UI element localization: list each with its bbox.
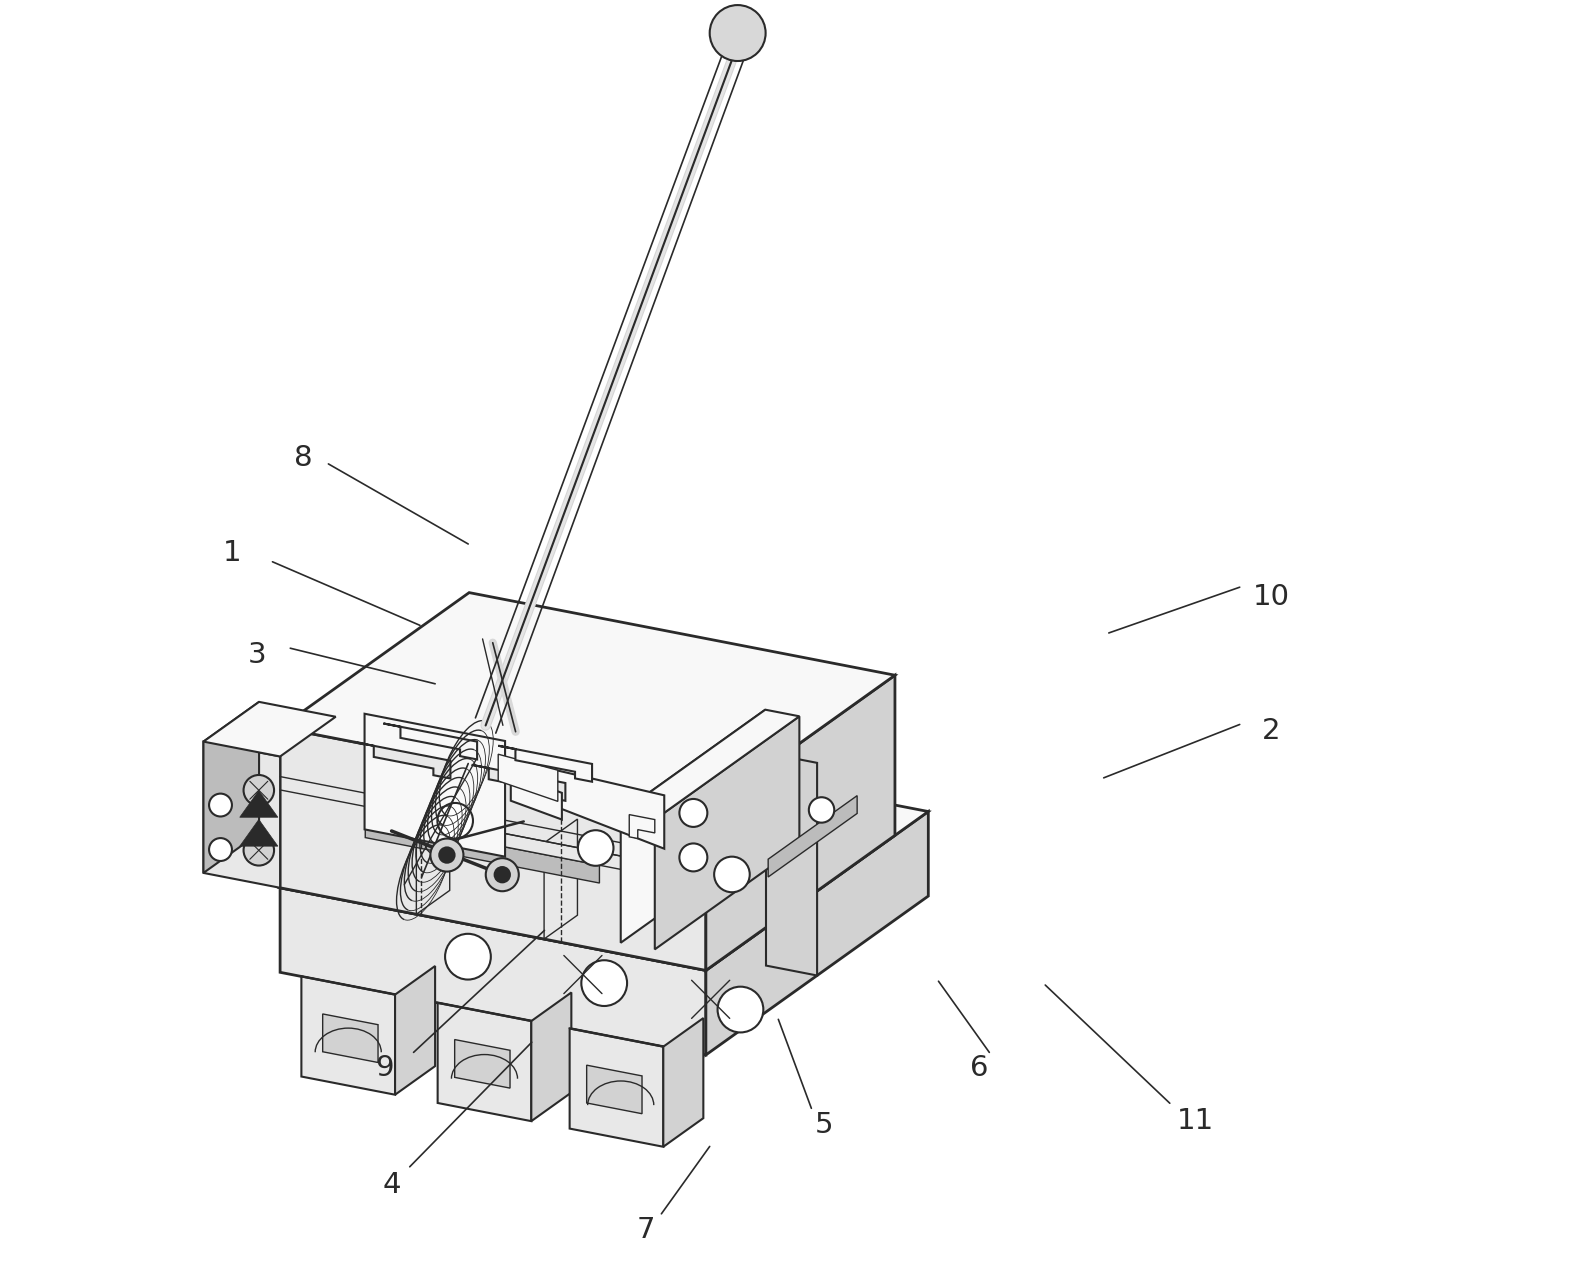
Polygon shape	[301, 976, 396, 1094]
Polygon shape	[281, 887, 706, 1055]
Polygon shape	[364, 714, 505, 857]
Polygon shape	[366, 807, 706, 886]
Text: 10: 10	[1254, 583, 1290, 611]
Circle shape	[495, 867, 509, 882]
Polygon shape	[240, 820, 278, 846]
Polygon shape	[366, 820, 599, 883]
Polygon shape	[621, 709, 765, 943]
Polygon shape	[706, 675, 894, 971]
Polygon shape	[498, 746, 591, 782]
Circle shape	[577, 830, 613, 866]
Text: 11: 11	[1176, 1107, 1214, 1135]
Polygon shape	[621, 709, 800, 820]
Circle shape	[445, 934, 490, 980]
Polygon shape	[768, 796, 858, 877]
Circle shape	[243, 775, 274, 806]
Polygon shape	[281, 592, 894, 811]
Text: 4: 4	[383, 1171, 401, 1199]
Polygon shape	[531, 993, 571, 1121]
Polygon shape	[396, 966, 435, 1094]
Text: 9: 9	[375, 1054, 394, 1082]
Polygon shape	[203, 702, 336, 756]
Circle shape	[710, 5, 765, 61]
Circle shape	[437, 803, 473, 839]
Polygon shape	[438, 1003, 531, 1121]
Polygon shape	[654, 717, 800, 949]
Text: 1: 1	[222, 539, 241, 567]
Polygon shape	[664, 1018, 703, 1146]
Polygon shape	[203, 702, 259, 873]
Polygon shape	[323, 1014, 378, 1063]
Text: 8: 8	[293, 444, 312, 472]
Circle shape	[243, 835, 274, 866]
Polygon shape	[587, 1065, 642, 1113]
Circle shape	[440, 848, 454, 863]
Polygon shape	[454, 1040, 509, 1088]
Polygon shape	[281, 727, 706, 971]
Polygon shape	[629, 815, 654, 839]
Circle shape	[210, 793, 232, 816]
Circle shape	[809, 797, 834, 822]
Text: 6: 6	[970, 1054, 989, 1082]
Polygon shape	[766, 752, 817, 976]
Circle shape	[210, 838, 232, 860]
Circle shape	[431, 839, 464, 872]
Polygon shape	[356, 742, 451, 778]
Polygon shape	[706, 812, 929, 1055]
Circle shape	[714, 857, 749, 892]
Polygon shape	[203, 741, 281, 887]
Text: 5: 5	[815, 1111, 833, 1139]
Polygon shape	[240, 791, 278, 817]
Polygon shape	[472, 765, 566, 801]
Circle shape	[582, 961, 628, 1007]
Text: 7: 7	[637, 1216, 656, 1244]
Circle shape	[680, 844, 708, 872]
Text: 2: 2	[1262, 717, 1281, 745]
Circle shape	[486, 858, 519, 891]
Polygon shape	[498, 754, 558, 802]
Polygon shape	[544, 819, 577, 939]
Polygon shape	[549, 769, 664, 849]
Circle shape	[718, 986, 763, 1032]
Polygon shape	[569, 1028, 664, 1146]
Polygon shape	[281, 730, 929, 971]
Polygon shape	[511, 774, 561, 820]
Polygon shape	[383, 723, 478, 760]
Text: 3: 3	[248, 641, 267, 669]
Polygon shape	[416, 794, 449, 914]
Circle shape	[680, 799, 708, 827]
